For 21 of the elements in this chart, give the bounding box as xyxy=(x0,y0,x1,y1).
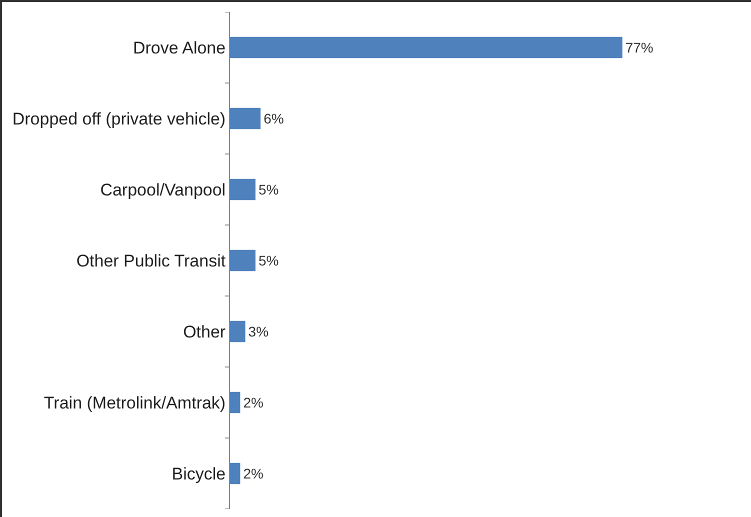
y-tick-label: Train (Metrolink/Amtrak) xyxy=(44,393,226,412)
bar xyxy=(230,462,240,484)
data-label: 2% xyxy=(243,466,264,482)
data-label: 6% xyxy=(264,110,284,126)
data-label: 5% xyxy=(258,182,279,198)
bar xyxy=(230,320,246,342)
y-tick-label: Other Public Transit xyxy=(76,251,226,270)
y-tick-label: Drove Alone xyxy=(132,38,226,58)
y-tick-label: Bicycle xyxy=(172,464,226,484)
data-label: 3% xyxy=(248,324,269,340)
data-label: 2% xyxy=(243,394,264,410)
data-label: 77% xyxy=(625,40,654,56)
y-tick-label: Dropped off (private vehicle) xyxy=(12,109,226,128)
bar xyxy=(230,36,622,58)
y-tick-label: Carpool/Vanpool xyxy=(100,180,226,200)
bar xyxy=(230,108,261,130)
y-tick-label: Other xyxy=(183,322,226,342)
data-label: 5% xyxy=(258,252,279,268)
bar xyxy=(230,392,240,414)
bar xyxy=(230,250,256,272)
bar xyxy=(230,178,256,200)
